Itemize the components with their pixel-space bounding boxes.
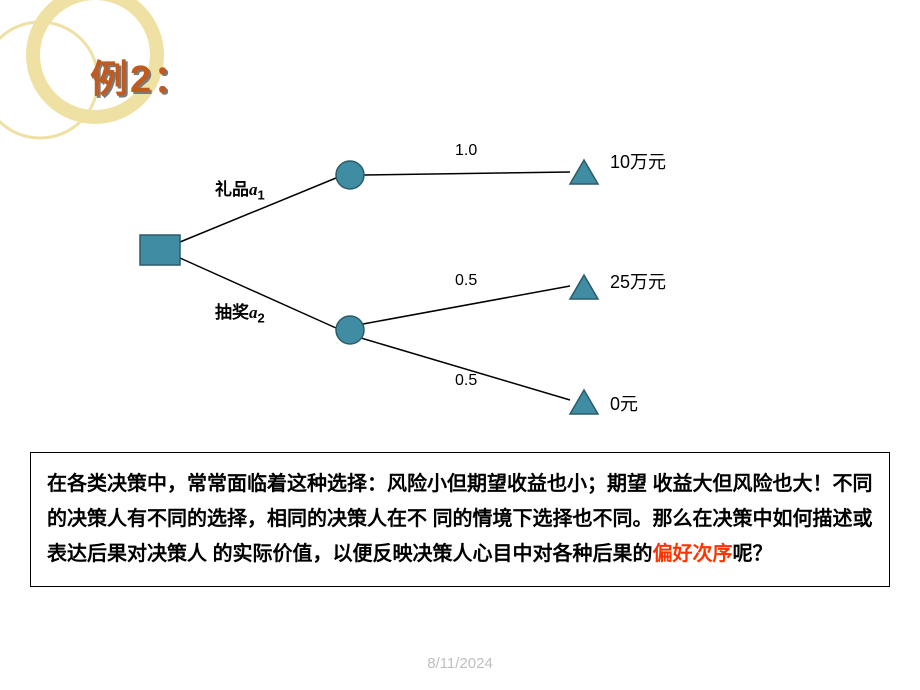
branch-label-a2: 抽奖a2 xyxy=(215,298,265,325)
outcome-1: 10万元 xyxy=(610,148,666,174)
para-line-5: 呢？ xyxy=(733,543,773,565)
decision-tree-diagram: 礼品a1 抽奖a2 1.0 0.5 0.5 10万元 25万元 0元 xyxy=(100,100,700,440)
outcome-2: 25万元 xyxy=(610,268,666,294)
slide-title: 例2： xyxy=(90,48,193,103)
branch-label-a1: 礼品a1 xyxy=(215,175,265,202)
title-text: 例2： xyxy=(90,59,193,101)
probability-3: 0.5 xyxy=(455,372,477,390)
para-line-1: 在各类决策中，常常面临着这种选择：风险小但期望收益也小；期望 xyxy=(47,473,647,495)
para-line-4: 的实际价值，以便反映决策人心目中对各种后果的 xyxy=(213,543,653,565)
para-highlight: 偏好次序 xyxy=(653,543,733,565)
slide-date: 8/11/2024 xyxy=(0,655,920,672)
probability-1: 1.0 xyxy=(455,142,477,160)
probability-2: 0.5 xyxy=(455,272,477,290)
explanation-box: 在各类决策中，常常面临着这种选择：风险小但期望收益也小；期望 收益大但风险也大！… xyxy=(30,452,890,587)
outcome-3: 0元 xyxy=(610,390,638,416)
